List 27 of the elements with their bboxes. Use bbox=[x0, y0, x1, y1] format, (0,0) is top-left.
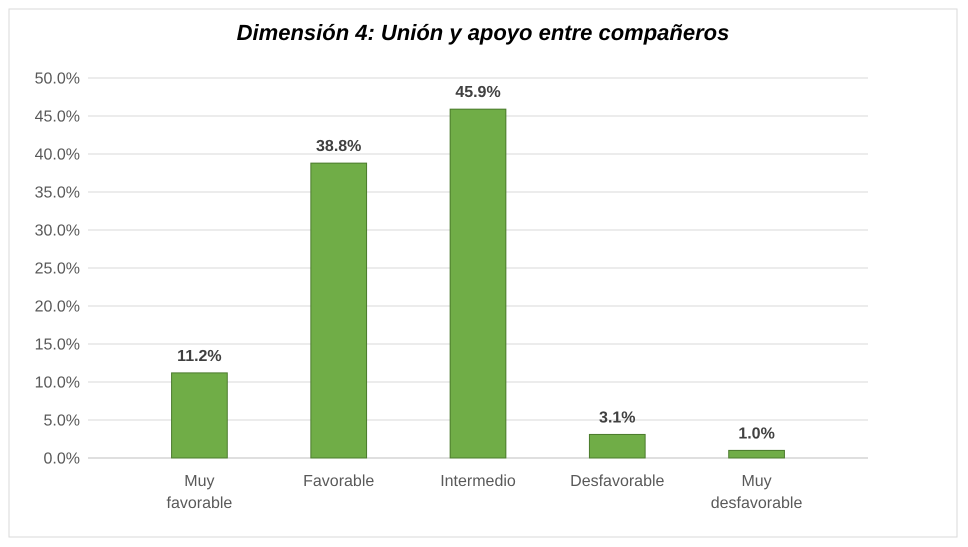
data-label: 11.2% bbox=[177, 348, 222, 365]
data-label: 3.1% bbox=[599, 409, 636, 426]
y-tick-label: 10.0% bbox=[34, 374, 80, 392]
y-tick-label: 30.0% bbox=[34, 222, 80, 240]
bar bbox=[310, 162, 368, 458]
y-tick-label: 15.0% bbox=[34, 336, 80, 354]
y-tick-label: 0.0% bbox=[44, 450, 80, 468]
bar bbox=[450, 108, 506, 458]
chart-title: Dimensión 4: Unión y apoyo entre compañeros bbox=[236, 20, 730, 45]
y-tick-label: 35.0% bbox=[34, 184, 80, 202]
bar bbox=[588, 434, 646, 458]
y-tick-label: 45.0% bbox=[34, 108, 80, 126]
data-label: 45.9% bbox=[455, 84, 501, 102]
y-tick-label: 5.0% bbox=[44, 412, 80, 430]
x-tick-label: Desfavorable bbox=[570, 473, 665, 490]
data-label: 38.8% bbox=[316, 138, 362, 156]
x-tick-label: Intermedio bbox=[440, 473, 516, 490]
y-tick-label: 40.0% bbox=[34, 146, 80, 164]
x-tick-label: Muy favorable bbox=[166, 473, 232, 512]
bar bbox=[728, 450, 785, 458]
x-tick-label: Muy desfavorable bbox=[710, 473, 802, 512]
y-tick-label: 25.0% bbox=[34, 260, 80, 278]
y-tick-label: 50.0% bbox=[34, 70, 80, 88]
x-tick-label: Favorable bbox=[303, 473, 374, 490]
data-label: 1.0% bbox=[738, 425, 775, 442]
bar bbox=[171, 372, 228, 458]
y-tick-label: 20.0% bbox=[34, 298, 80, 316]
